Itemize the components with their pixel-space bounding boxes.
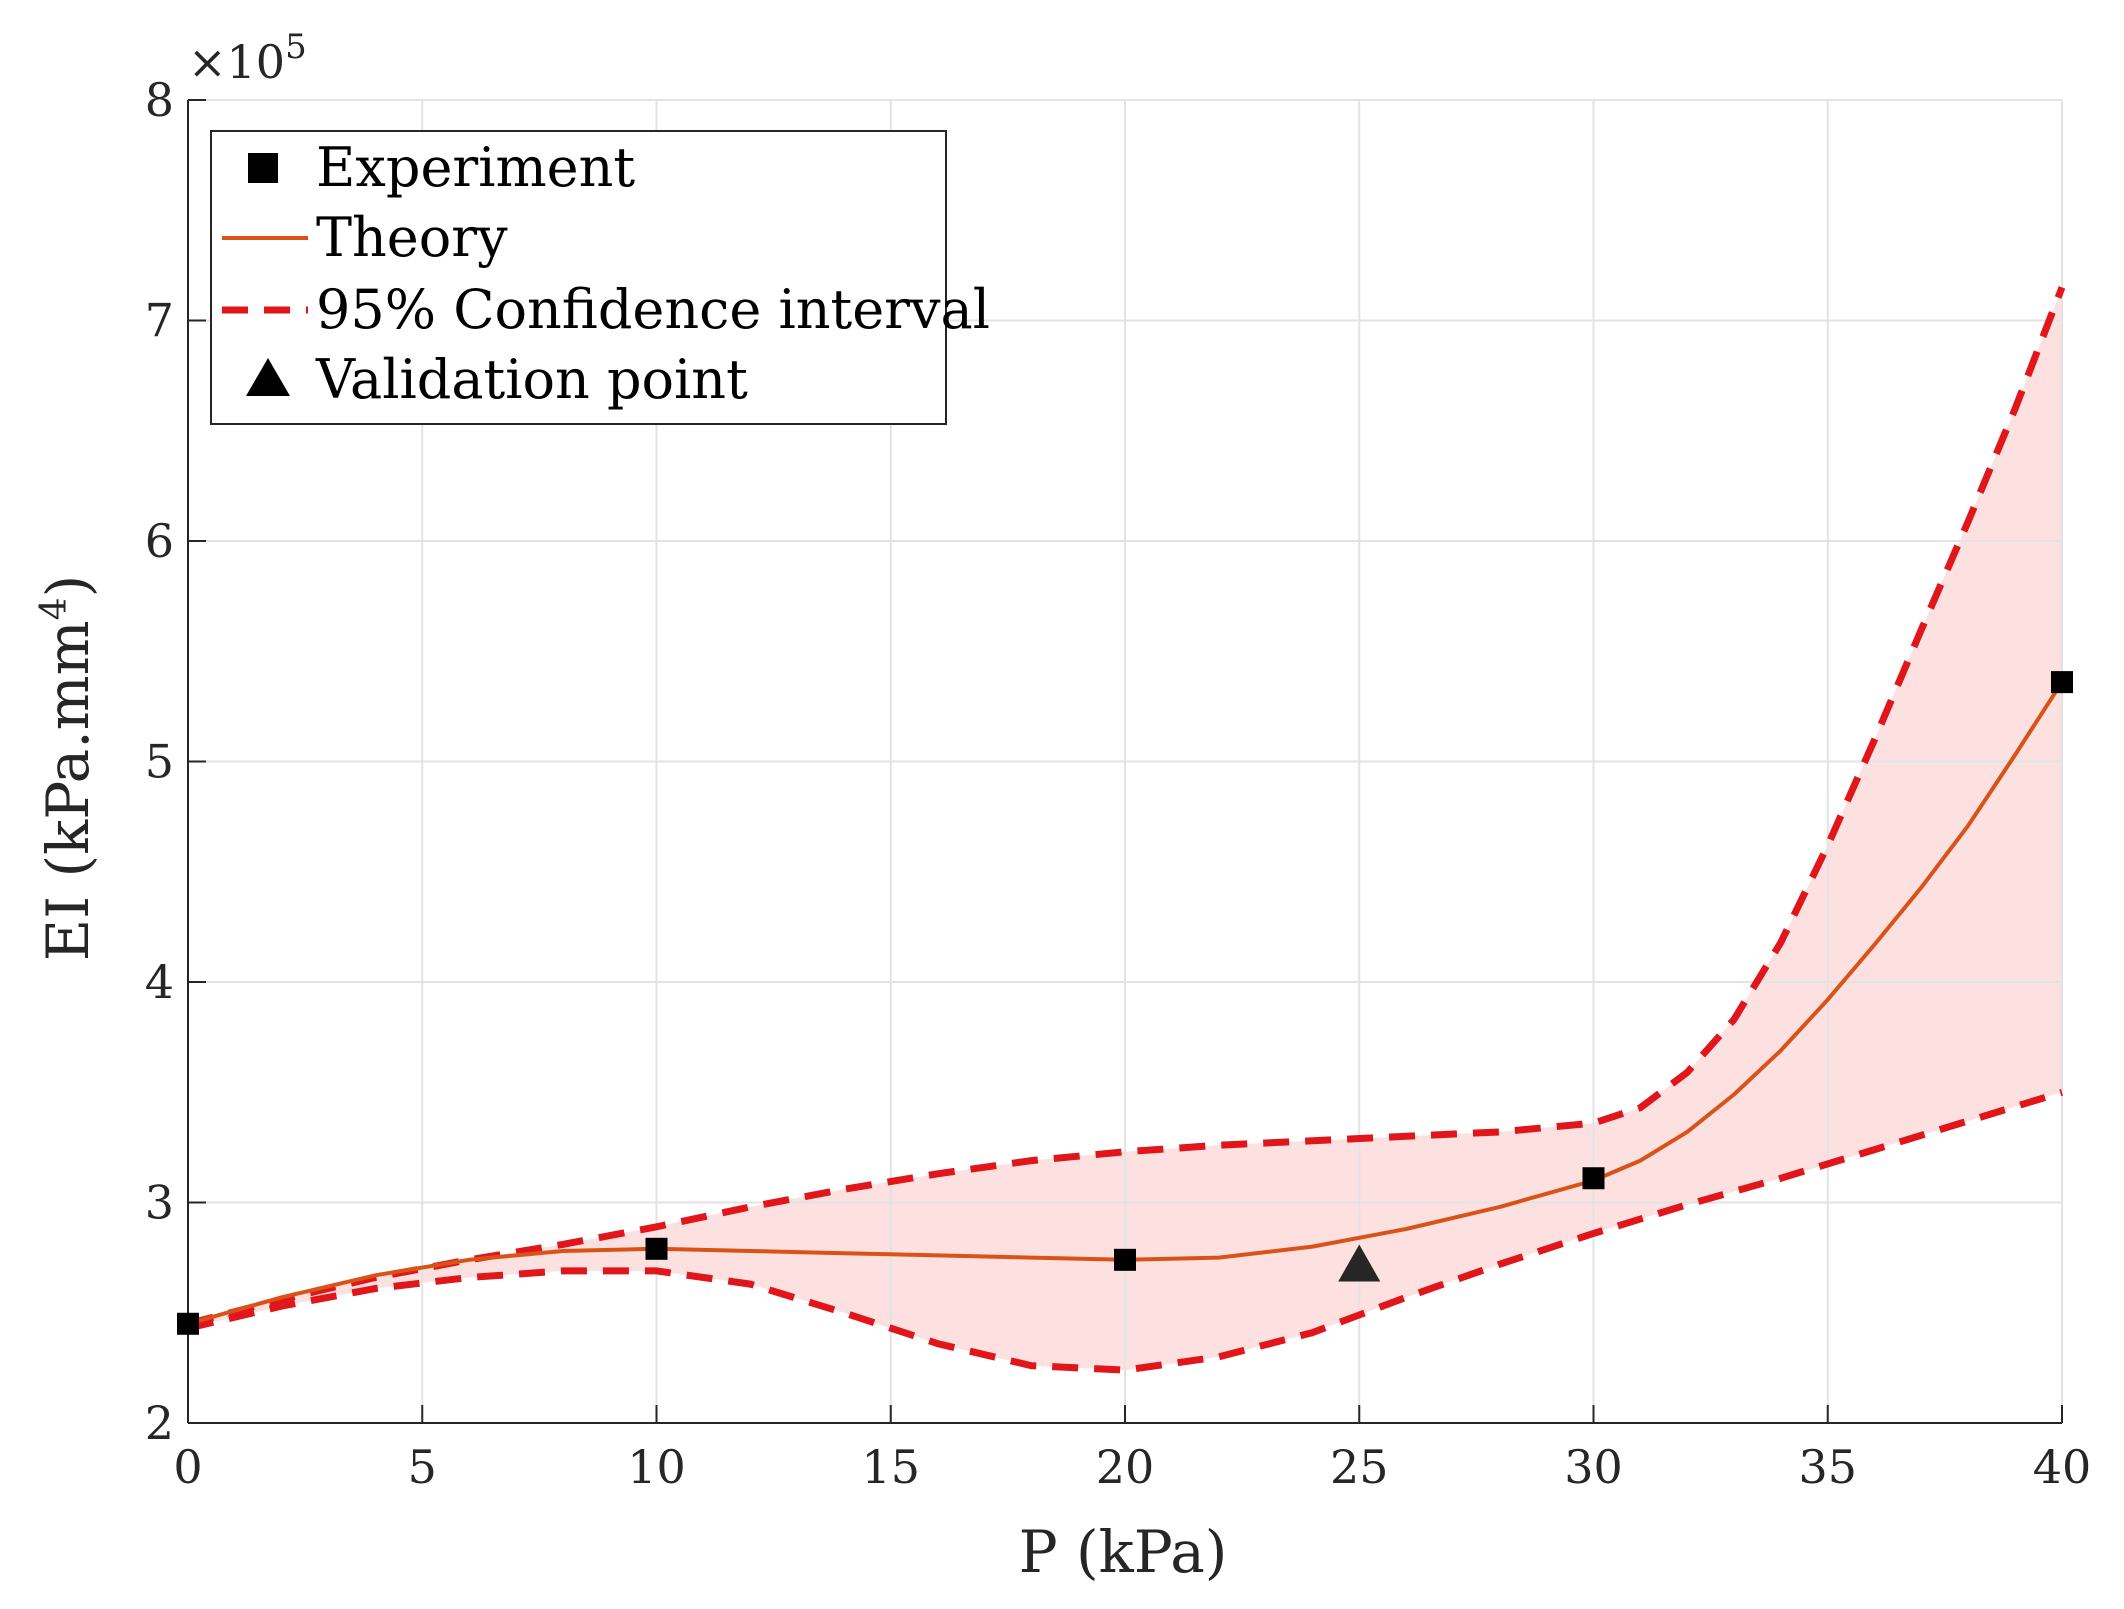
y-tick-label: 8	[145, 73, 174, 127]
legend-validation-label: Validation point	[315, 348, 748, 411]
series-markers-layer	[177, 671, 2073, 1335]
y-multiplier-exponent: 5	[285, 27, 307, 67]
y-tick-label: 3	[145, 1176, 174, 1230]
y-tick-label: 6	[145, 514, 174, 568]
y-axis-label: EI (kPa.mm4)	[34, 575, 102, 961]
x-axis-label: P (kPa)	[1019, 1518, 1228, 1586]
y-tick-label: 5	[145, 735, 174, 789]
x-tick-label: 30	[1564, 1440, 1623, 1494]
experiment-point	[1114, 1248, 1136, 1271]
x-tick-label: 0	[173, 1440, 202, 1494]
y-axis-label-main: EI (kPa.mm	[34, 620, 102, 961]
tick-labels-layer: 0 5 10 15 20 25 30 35 40 2 3 4 5 6 7 8	[145, 73, 2092, 1494]
y-axis-label-superscript: 4	[34, 597, 75, 620]
theory-line	[187, 681, 2064, 1326]
experiment-point	[177, 1312, 199, 1335]
experiment-point	[645, 1237, 668, 1260]
x-tick-label: 25	[1330, 1440, 1389, 1494]
validation-point	[1338, 1244, 1381, 1282]
x-tick-label: 35	[1798, 1440, 1857, 1494]
experiment-point	[2051, 671, 2073, 694]
x-tick-label: 20	[1096, 1440, 1155, 1494]
legend-theory-label: Theory	[316, 206, 508, 269]
y-tick-label: 2	[145, 1396, 174, 1450]
legend-confidence-label: 95% Confidence interval	[316, 278, 990, 341]
y-tick-label: 4	[145, 955, 174, 1009]
x-tick-label: 10	[627, 1440, 686, 1494]
x-tick-label: 40	[2033, 1440, 2092, 1494]
legend-experiment-label: Experiment	[316, 136, 635, 199]
legend: Experiment Theory 95% Confidence interva…	[210, 130, 990, 425]
y-axis-label-close: )	[34, 575, 102, 598]
y-multiplier: ×105	[188, 27, 307, 89]
legend-experiment-marker	[248, 153, 278, 183]
legend-box	[210, 130, 947, 425]
confidence-lower-line	[187, 1088, 2064, 1374]
confidence-upper-line	[187, 286, 2066, 1328]
series-lines-layer	[187, 286, 2066, 1374]
legend-validation-marker	[246, 358, 290, 396]
x-tick-label: 5	[408, 1440, 437, 1494]
x-tick-label: 15	[861, 1440, 920, 1494]
axes-layer	[187, 99, 2063, 1424]
y-multiplier-prefix: ×10	[188, 35, 285, 89]
experiment-point	[1582, 1167, 1605, 1190]
y-tick-label: 7	[145, 294, 174, 348]
